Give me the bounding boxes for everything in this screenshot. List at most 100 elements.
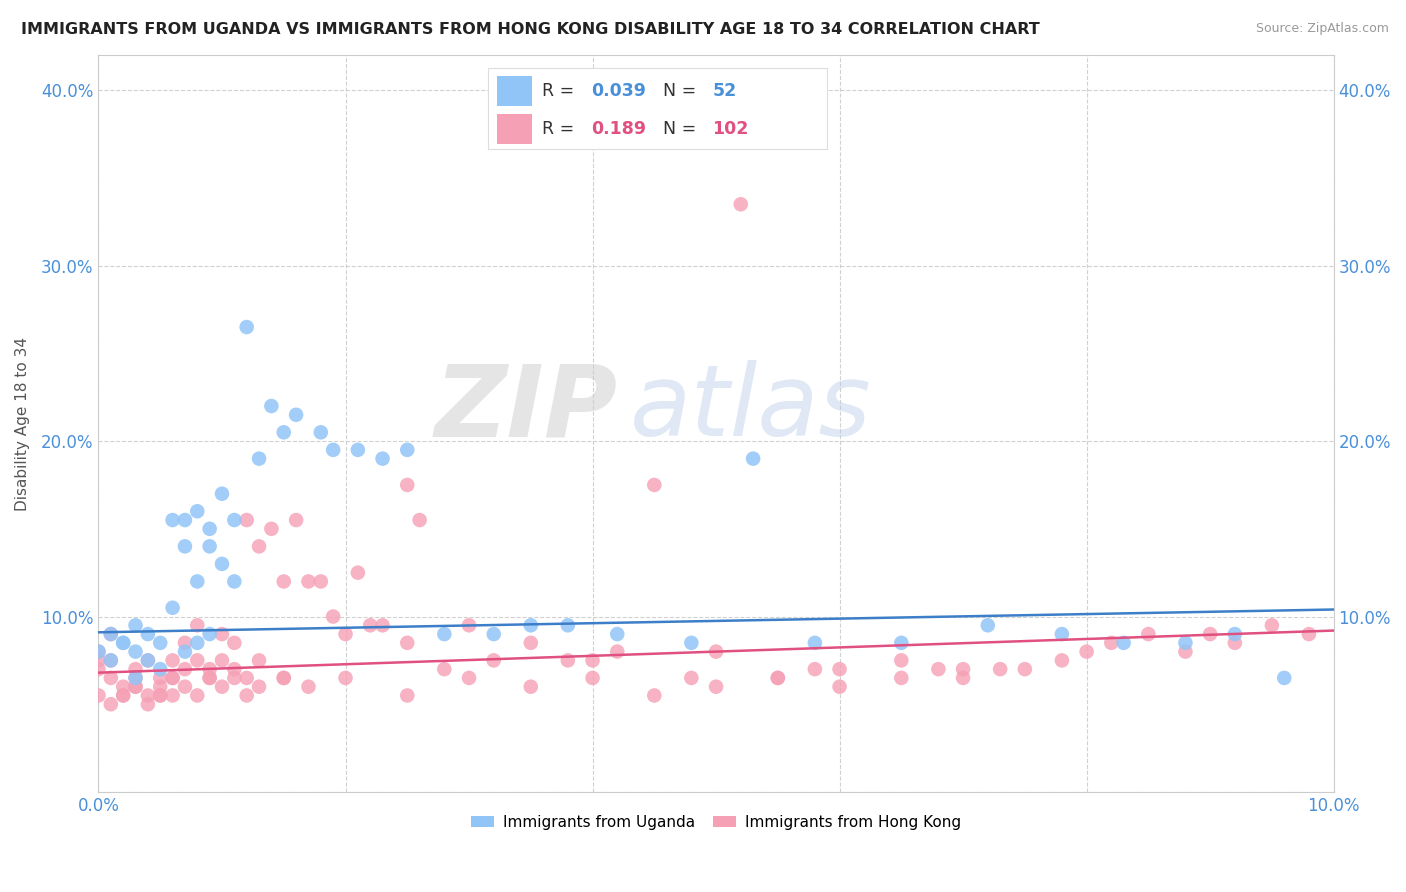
Text: 0.189: 0.189 bbox=[592, 120, 647, 138]
Point bbox=[136, 653, 159, 667]
Point bbox=[149, 671, 172, 685]
Point bbox=[186, 653, 208, 667]
Point bbox=[927, 662, 949, 676]
Point bbox=[890, 671, 912, 685]
Point bbox=[149, 636, 172, 650]
Point bbox=[174, 540, 197, 554]
Point bbox=[322, 609, 344, 624]
Point bbox=[1272, 671, 1295, 685]
Point bbox=[162, 689, 184, 703]
Point bbox=[408, 513, 430, 527]
FancyBboxPatch shape bbox=[488, 69, 827, 150]
Point bbox=[606, 627, 628, 641]
Text: 52: 52 bbox=[713, 82, 737, 100]
Point bbox=[297, 680, 319, 694]
Point bbox=[260, 399, 283, 413]
Point bbox=[100, 653, 122, 667]
Point bbox=[1099, 636, 1122, 650]
Point bbox=[149, 680, 172, 694]
Point bbox=[136, 627, 159, 641]
Point bbox=[977, 618, 1000, 632]
Point bbox=[112, 636, 135, 650]
Point bbox=[952, 662, 974, 676]
Point bbox=[681, 671, 703, 685]
Point bbox=[260, 522, 283, 536]
Point bbox=[335, 671, 357, 685]
Point bbox=[396, 689, 419, 703]
Point bbox=[198, 671, 221, 685]
Point bbox=[112, 680, 135, 694]
Point bbox=[87, 653, 110, 667]
Point bbox=[458, 671, 481, 685]
Point bbox=[100, 627, 122, 641]
Point bbox=[581, 653, 603, 667]
Text: N =: N = bbox=[664, 120, 696, 138]
Point bbox=[828, 662, 851, 676]
Point bbox=[396, 478, 419, 492]
Legend: Immigrants from Uganda, Immigrants from Hong Kong: Immigrants from Uganda, Immigrants from … bbox=[464, 809, 967, 836]
Point bbox=[247, 680, 270, 694]
Point bbox=[1261, 618, 1284, 632]
Point bbox=[247, 653, 270, 667]
Point bbox=[297, 574, 319, 589]
Point bbox=[1137, 627, 1160, 641]
Point bbox=[162, 671, 184, 685]
Point bbox=[198, 627, 221, 641]
Point bbox=[235, 513, 257, 527]
Point bbox=[87, 662, 110, 676]
Point bbox=[186, 574, 208, 589]
Point bbox=[149, 662, 172, 676]
Point bbox=[186, 504, 208, 518]
Point bbox=[581, 671, 603, 685]
Point bbox=[211, 627, 233, 641]
Point bbox=[347, 442, 370, 457]
Point bbox=[174, 680, 197, 694]
Text: R =: R = bbox=[541, 120, 579, 138]
Point bbox=[335, 627, 357, 641]
Point bbox=[347, 566, 370, 580]
Point bbox=[643, 478, 665, 492]
Point bbox=[247, 540, 270, 554]
Point bbox=[247, 451, 270, 466]
FancyBboxPatch shape bbox=[498, 77, 531, 106]
Point bbox=[273, 574, 295, 589]
Point bbox=[136, 689, 159, 703]
Point bbox=[174, 513, 197, 527]
Point bbox=[235, 689, 257, 703]
Point bbox=[112, 636, 135, 650]
Point bbox=[520, 618, 543, 632]
Point bbox=[359, 618, 381, 632]
Point bbox=[211, 487, 233, 501]
Point bbox=[224, 671, 246, 685]
Point bbox=[396, 442, 419, 457]
Point bbox=[235, 320, 257, 334]
Point bbox=[162, 671, 184, 685]
Point bbox=[211, 653, 233, 667]
Point bbox=[198, 671, 221, 685]
Point bbox=[371, 618, 394, 632]
Point bbox=[766, 671, 789, 685]
FancyBboxPatch shape bbox=[498, 114, 531, 144]
Point bbox=[1298, 627, 1320, 641]
Point bbox=[124, 645, 146, 659]
Point bbox=[273, 425, 295, 440]
Point bbox=[211, 557, 233, 571]
Point bbox=[112, 689, 135, 703]
Point bbox=[704, 645, 727, 659]
Text: IMMIGRANTS FROM UGANDA VS IMMIGRANTS FROM HONG KONG DISABILITY AGE 18 TO 34 CORR: IMMIGRANTS FROM UGANDA VS IMMIGRANTS FRO… bbox=[21, 22, 1040, 37]
Point bbox=[804, 662, 827, 676]
Text: R =: R = bbox=[541, 82, 579, 100]
Point bbox=[224, 636, 246, 650]
Point bbox=[890, 653, 912, 667]
Point bbox=[1174, 645, 1197, 659]
Point bbox=[1199, 627, 1222, 641]
Point bbox=[162, 600, 184, 615]
Point bbox=[124, 680, 146, 694]
Point bbox=[557, 618, 579, 632]
Point bbox=[1014, 662, 1036, 676]
Point bbox=[174, 636, 197, 650]
Point bbox=[309, 574, 332, 589]
Point bbox=[482, 653, 505, 667]
Point bbox=[211, 680, 233, 694]
Point bbox=[87, 689, 110, 703]
